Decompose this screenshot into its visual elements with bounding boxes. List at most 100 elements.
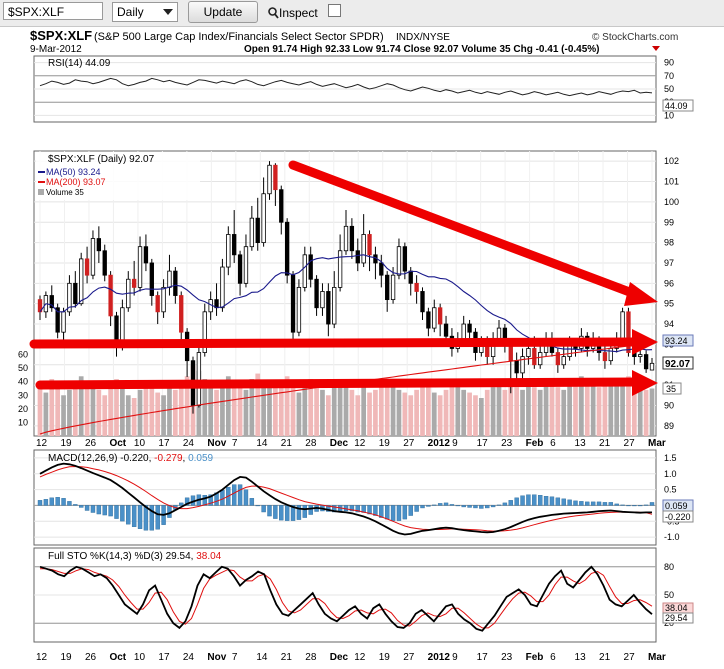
sto-k-badge-text: 29.54 <box>665 613 688 623</box>
volume-tick-2: 40 <box>18 377 28 387</box>
volume-bar-45 <box>302 387 308 436</box>
volume-bar-84 <box>531 387 537 436</box>
candle-body <box>367 234 372 256</box>
candle-body <box>443 323 449 337</box>
macd-hist-bar-53 <box>349 505 355 512</box>
update-button[interactable]: Update <box>188 1 258 23</box>
candle-body <box>79 258 84 305</box>
toolbar: $SPX:XLF Daily Update Inspect <box>0 0 724 27</box>
volume-bar-60 <box>390 387 396 436</box>
sto-label: Full STO %K(14,3) %D(3) 29.54, 38.04 <box>48 551 222 562</box>
macd-hist-bar-76 <box>485 505 490 509</box>
bottom-xlabel-13: 12 <box>354 652 366 663</box>
bottom-xlabel-4: 10 <box>134 652 146 663</box>
price-xlabel-10: 21 <box>281 438 293 449</box>
candle-body <box>155 295 160 313</box>
macd-hist-bar-95 <box>596 501 602 506</box>
bottom-xlabel-8: 7 <box>232 652 238 663</box>
candle-body <box>514 360 519 374</box>
macd-hist-bar-6 <box>73 504 78 506</box>
price-xlabel-9: 14 <box>256 438 268 449</box>
volume-bar-83 <box>526 384 531 436</box>
symbol-input[interactable]: $SPX:XLF <box>3 2 103 20</box>
price-xlabel-7: Nov <box>207 438 226 449</box>
macd-label-macd: -0.220 <box>120 453 149 464</box>
inspect-checkbox[interactable] <box>328 4 341 17</box>
price-xlabel-2: 26 <box>85 438 97 449</box>
candle-body <box>261 193 266 244</box>
volume-bar-91 <box>573 379 578 436</box>
volume-bar-104 <box>649 388 655 436</box>
candle-body <box>649 362 655 371</box>
macd-hist-bar-101 <box>632 505 637 507</box>
price-xlabel-11: 28 <box>305 438 317 449</box>
candle-body <box>290 274 296 333</box>
candle-body <box>232 234 237 256</box>
volume-bar-98 <box>614 384 620 436</box>
price-xlabel-15: 27 <box>403 438 415 449</box>
macd-hist-bar-89 <box>561 498 566 506</box>
macd-hist-bar-90 <box>567 499 572 506</box>
macd-hist-bar-35 <box>243 489 249 506</box>
volume-bar-33 <box>231 381 237 436</box>
candle-body <box>108 274 113 317</box>
volume-bar-34 <box>237 387 243 436</box>
macd-hist-bar-61 <box>396 505 402 521</box>
macd-hist-bar-45 <box>302 505 308 518</box>
volume-bar-13 <box>114 379 119 436</box>
volume-bar-5 <box>67 389 72 436</box>
candle-53 <box>349 218 355 259</box>
candle-59 <box>385 271 390 312</box>
volume-bar-31 <box>220 384 225 436</box>
candle-body <box>602 352 608 362</box>
rsi-badge-text: 44.09 <box>665 101 688 111</box>
price-xlabel-24: 27 <box>624 438 636 449</box>
dropdown-marker-icon <box>652 46 660 51</box>
candle-body <box>349 225 355 252</box>
volume-bar-20 <box>155 392 161 436</box>
rsi-tick-4: 10 <box>664 110 674 120</box>
candle-body <box>237 254 243 284</box>
candle-89 <box>561 344 566 369</box>
candle-104 <box>649 358 655 371</box>
descending-trend-arrow <box>288 160 658 306</box>
candle-9 <box>90 230 96 280</box>
candle-21 <box>161 279 166 318</box>
candle-44 <box>296 279 302 337</box>
candle-18 <box>143 234 149 272</box>
macd-hist-bar-84 <box>532 494 537 506</box>
macd-hist-bar-8 <box>84 505 90 511</box>
macd-panel: MACD(12,26,9) -0.220, -0.279, 0.059 1.5 1… <box>33 449 694 546</box>
macd-hist-bar-102 <box>638 505 643 507</box>
candle-body <box>361 234 366 264</box>
candle-body <box>61 311 66 333</box>
period-select[interactable]: Daily <box>112 2 178 22</box>
volume-bar-95 <box>596 387 602 436</box>
sto-label-k: 29.54 <box>166 551 191 562</box>
macd-line <box>39 462 652 536</box>
support-arrow-lower <box>35 370 658 396</box>
macd-hist-bar-42 <box>284 505 290 521</box>
volume-bar-28 <box>202 379 208 436</box>
macd-hist-bar-83 <box>526 494 531 506</box>
legend-ma50: MA(50) 93.24 <box>46 167 101 177</box>
candle-body <box>202 311 207 353</box>
macd-label: MACD(12,26,9) -0.220, -0.279, 0.059 <box>48 453 214 464</box>
macd-hist-bar-16 <box>131 505 137 527</box>
macd-hist-bar-103 <box>643 504 649 506</box>
candle-body <box>608 348 613 362</box>
macd-hist-bar-54 <box>355 505 360 513</box>
price-xlabel-22: 13 <box>575 438 587 449</box>
volume-bar-101 <box>631 384 637 436</box>
bottom-xlabel-20: Feb <box>526 652 544 663</box>
volume-bar-10 <box>96 389 102 436</box>
macd-hist-bar-33 <box>231 484 237 506</box>
candle-52 <box>343 210 349 255</box>
macd-label-signal: -0.279 <box>154 453 183 464</box>
macd-hist-bar-77 <box>490 505 496 508</box>
volume-bar-67 <box>431 392 437 436</box>
volume-bar-11 <box>102 395 108 436</box>
inspect-toggle[interactable]: Inspect <box>268 4 318 22</box>
volume-bar-43 <box>290 384 296 436</box>
volume-bar-77 <box>490 387 496 436</box>
